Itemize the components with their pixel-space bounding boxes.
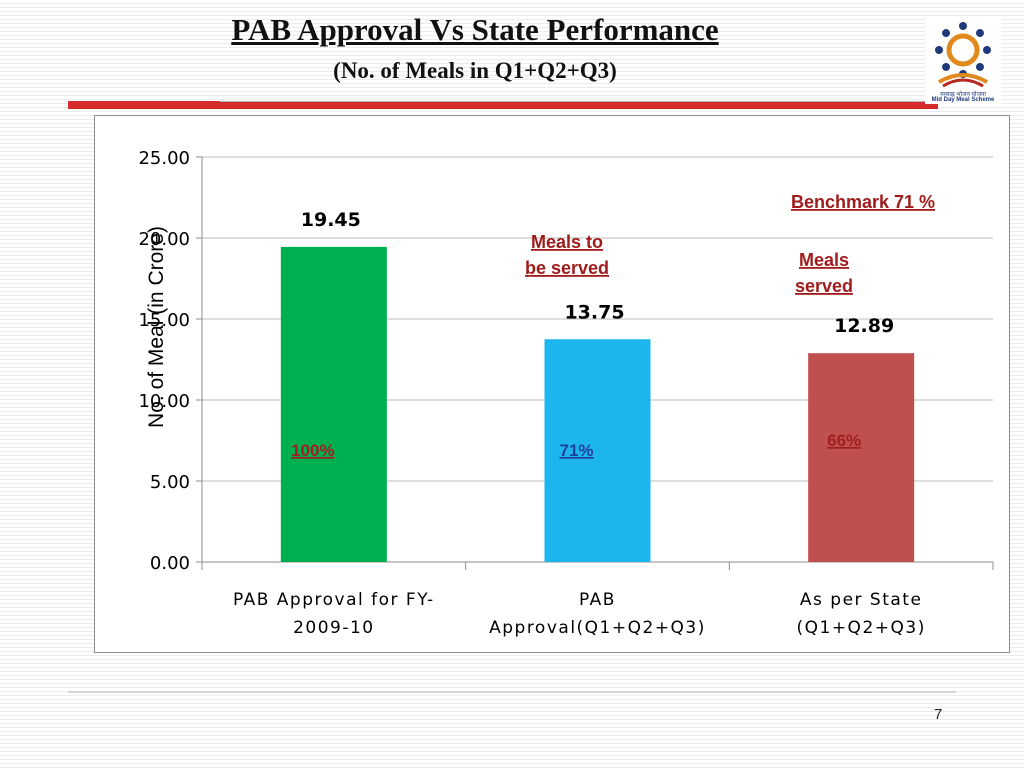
benchmark-annotation: Benchmark 71 % <box>791 192 935 212</box>
logo-caption-hindi: मध्याह्न भोजन योजना <box>940 92 986 98</box>
x-tick-label: (Q1+Q2+Q3) <box>796 618 925 638</box>
y-tick-label: 25.00 <box>138 148 190 169</box>
data-label: 12.89 <box>834 315 894 337</box>
title-thin-divider <box>220 101 930 102</box>
percent-label: 66% <box>827 431 861 450</box>
slide-subtitle: (No. of Meals in Q1+Q2+Q3) <box>333 58 617 83</box>
logo-person-icon <box>983 46 991 54</box>
mid-day-meal-logo: मध्याह्न भोजन योजना Mid Day Meal Scheme <box>925 16 1001 104</box>
data-label: 19.45 <box>301 209 361 231</box>
bar <box>544 339 651 562</box>
x-tick-label: PAB Approval for FY- <box>233 590 435 610</box>
mid-day-meal-scheme-logo-icon <box>935 22 991 88</box>
percent-label: 100% <box>291 441 334 460</box>
meals-to-be-served-annotation: Meals to be served <box>525 232 609 278</box>
meals-served-annotation: Meals served <box>795 250 853 296</box>
bar <box>808 353 915 562</box>
page-number: 7 <box>934 706 943 723</box>
footer-divider <box>68 691 956 693</box>
chart-frame: 0.00 5.00 10.00 15.00 20.00 25.00 No. of Meal … <box>94 115 1010 653</box>
logo-person-icon <box>959 22 967 30</box>
title-divider <box>68 101 938 109</box>
percent-label: 71% <box>559 441 593 460</box>
logo-person-icon <box>975 29 984 38</box>
x-tick-label: As per State <box>800 590 923 610</box>
logo-person-icon <box>942 29 951 38</box>
y-tick-label: 15.00 <box>138 310 190 331</box>
logo-person-icon <box>935 46 943 54</box>
bar-chart: 0.00 5.00 10.00 15.00 20.00 25.00 No. of Meal … <box>138 148 994 638</box>
y-tick-label: 0.00 <box>150 553 190 574</box>
logo-person-icon <box>942 62 951 71</box>
logo-caption: Mid Day Meal Scheme <box>931 97 995 103</box>
x-tick-label: 2009-10 <box>293 618 375 638</box>
x-tick-label: Approval(Q1+Q2+Q3) <box>489 618 706 638</box>
y-tick-label: 5.00 <box>150 472 190 493</box>
bar <box>280 246 387 562</box>
logo-person-icon <box>975 62 984 71</box>
slide-title: PAB Approval Vs State Performance <box>231 12 719 47</box>
data-label: 13.75 <box>564 301 624 323</box>
x-tick-label: PAB <box>579 590 616 610</box>
y-tick-label: 10.00 <box>138 391 190 412</box>
y-axis-label: No. of Meal (in Crore) <box>145 226 168 428</box>
y-tick-label: 20.00 <box>138 229 190 250</box>
